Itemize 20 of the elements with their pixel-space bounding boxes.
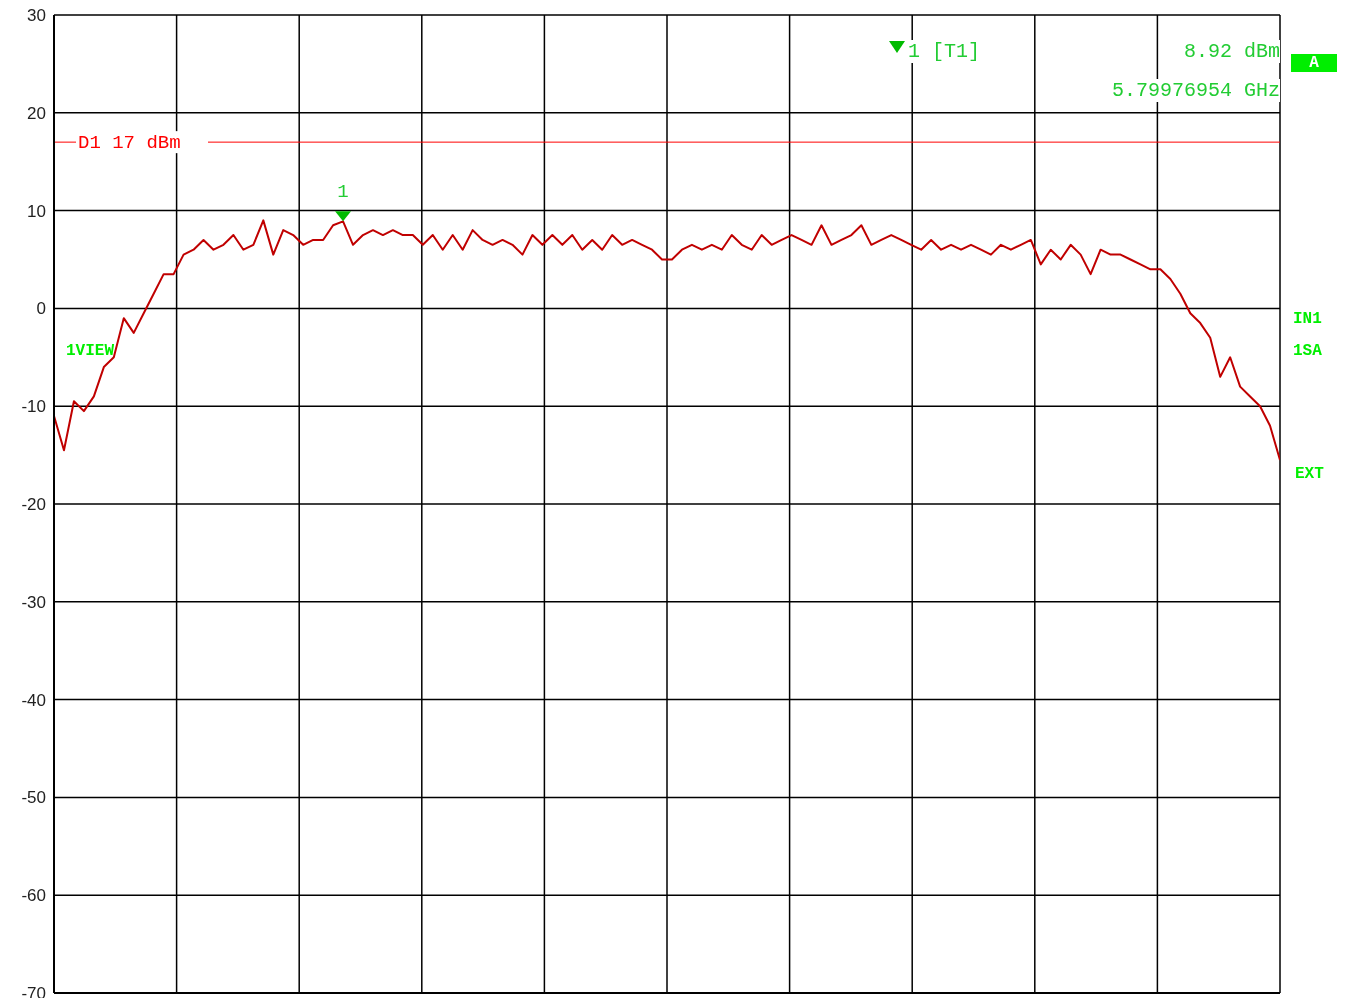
- y-tick-label: 30: [27, 6, 46, 26]
- y-tick-label: -50: [21, 788, 46, 808]
- text: 1SA: [1293, 342, 1322, 360]
- annotation: 8.92 dBm: [1183, 40, 1280, 63]
- y-tick-label: 20: [27, 103, 46, 123]
- y-tick-label: 0: [36, 299, 46, 319]
- y-tick-label: -60: [21, 886, 46, 906]
- y-tick-label: 10: [27, 201, 46, 221]
- annotation: 5.79976954 GHz: [1111, 79, 1280, 102]
- text: EXT: [1295, 465, 1324, 483]
- ref-line-label: D1 17 dBm: [78, 132, 181, 155]
- y-tick-label: -20: [21, 495, 46, 515]
- annotation: 1: [337, 181, 349, 204]
- text: IN1: [1293, 310, 1322, 328]
- y-tick-label: -10: [21, 397, 46, 417]
- annotation: 1 [T1]: [908, 40, 981, 63]
- y-tick-label: -30: [21, 592, 46, 612]
- text: A: [1309, 54, 1319, 72]
- annotation: 1VIEW: [66, 342, 115, 360]
- y-tick-label: -40: [21, 690, 46, 710]
